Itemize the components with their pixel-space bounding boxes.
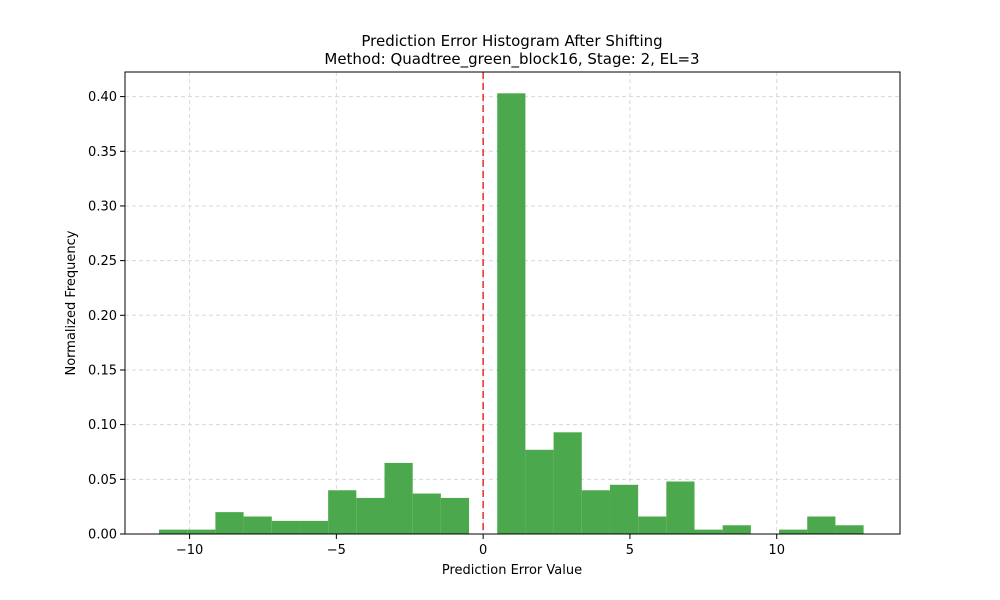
chart-subtitle: Method: Quadtree_green_block16, Stage: 2… — [324, 50, 699, 69]
histogram-bar — [412, 493, 441, 534]
y-tick-label: 0.10 — [88, 418, 117, 433]
histogram-bar — [638, 516, 667, 534]
y-tick-label: 0.05 — [88, 473, 117, 488]
histogram-bar — [384, 462, 413, 534]
histogram-bar — [694, 529, 723, 534]
histogram-bar — [807, 516, 836, 534]
histogram-bar — [159, 529, 188, 534]
y-axis-label: Normalized Frequency — [64, 230, 79, 375]
y-tick-label: 0.00 — [88, 528, 117, 543]
y-tick-label: 0.40 — [88, 90, 117, 105]
histogram-bar — [215, 512, 244, 534]
histogram-bar — [271, 520, 300, 534]
histogram-bar — [609, 484, 639, 534]
x-tick-label: 10 — [768, 543, 785, 558]
x-axis-ticks: −10 −5 0 5 10 — [176, 534, 785, 558]
histogram-bar — [187, 529, 216, 534]
chart-title: Prediction Error Histogram After Shiftin… — [361, 32, 662, 50]
histogram-bar — [553, 432, 582, 534]
y-tick-label: 0.20 — [88, 309, 117, 324]
histogram-bar — [666, 481, 695, 534]
plot-frame — [124, 71, 901, 535]
histogram-bar — [779, 529, 808, 534]
histogram-bar — [722, 525, 751, 534]
histogram-bar — [440, 497, 470, 534]
x-tick-label: 0 — [479, 543, 487, 558]
histogram-bar — [581, 490, 610, 534]
histogram-bar — [299, 520, 329, 534]
x-tick-label: −5 — [327, 543, 346, 558]
y-tick-label: 0.30 — [88, 199, 117, 214]
x-tick-label: −10 — [176, 543, 203, 558]
bars-layer — [159, 93, 864, 535]
x-tick-label: 5 — [626, 543, 634, 558]
histogram-bar — [835, 525, 864, 534]
y-tick-label: 0.15 — [88, 363, 117, 378]
histogram-bar — [525, 449, 554, 534]
histogram-bar — [356, 497, 385, 534]
y-axis-ticks: 0.00 0.05 0.10 0.15 0.20 0.25 0.30 0.35 0.40 — [88, 90, 125, 543]
x-axis-label: Prediction Error Value — [442, 563, 582, 578]
histogram-bar — [497, 93, 526, 535]
histogram-bar — [243, 516, 272, 534]
y-tick-label: 0.35 — [88, 145, 117, 160]
histogram-bar — [328, 490, 357, 534]
y-tick-label: 0.25 — [88, 254, 117, 269]
